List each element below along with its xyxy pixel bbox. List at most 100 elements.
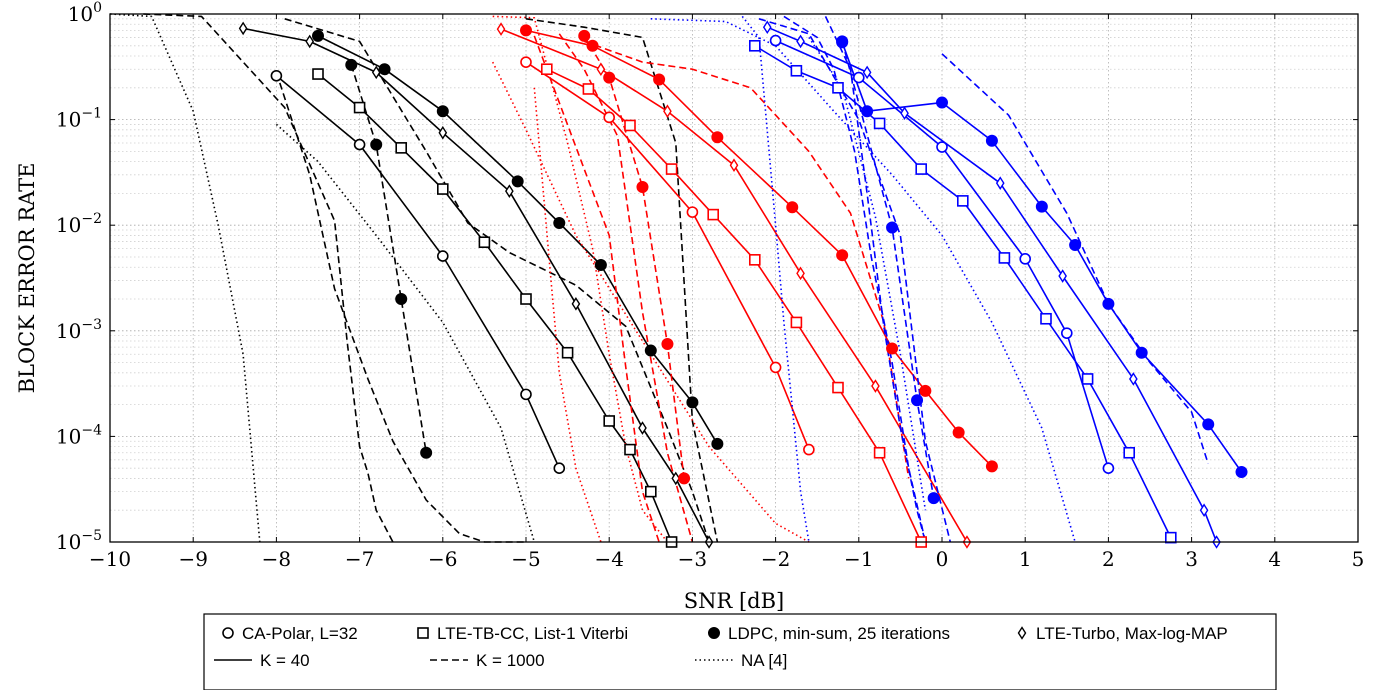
marker-diamond [238,21,248,36]
marker-square [707,208,720,221]
marker-dot [1102,297,1115,310]
marker-diamond [900,106,909,120]
series-line-13 [546,68,922,543]
marker-diamond [371,65,381,80]
marker-diamond [729,158,739,173]
marker-square [1165,531,1177,544]
x-tick-label: −3 [678,547,707,571]
marker-dot [312,29,324,42]
marker-square [873,446,886,459]
marker-dot [586,39,599,52]
marker-square [436,183,449,195]
marker-square [790,316,803,329]
marker-circle [436,250,449,262]
x-tick-label: 3 [1185,547,1198,571]
series-line-1 [275,75,561,469]
legend-item: LTE-Turbo, Max-log-MAP [1017,624,1228,643]
marker-circle [353,138,366,151]
marker-dot [1035,200,1048,213]
legend-label: LTE-Turbo, Max-log-MAP [1036,624,1228,643]
marker-square [353,101,366,114]
marker-dot [636,181,649,194]
marker-square [956,195,969,207]
marker-diamond [1017,626,1027,640]
x-tick-label: 5 [1352,547,1365,571]
series-line-31 [941,53,1209,465]
marker-diamond [438,125,448,140]
marker-circle [686,206,699,218]
y-tick-label: 100 [68,0,102,26]
marker-dot [711,437,724,450]
plot-frame [109,13,1359,543]
marker-circle [520,56,532,68]
legend-item: CA-Polar, L=32 [222,624,358,643]
x-tick-label: 0 [936,547,949,571]
legend-item: LTE-TB-CC, List-1 Viterbi [417,624,628,643]
marker-dot [653,73,666,86]
marker-square [624,119,636,132]
marker-circle [1061,327,1073,339]
marker-square [1081,373,1094,385]
marker-square [1040,312,1052,325]
marker-diamond [871,379,880,393]
marker-square [478,236,491,249]
series-line-6 [143,13,394,543]
series-line-23 [775,39,1110,469]
marker-circle [1102,462,1115,474]
legend-label: K = 1000 [476,651,545,670]
marker-square [520,293,532,305]
marker-diamond [762,20,772,34]
series-line-5 [350,64,427,453]
x-tick-label: −8 [262,547,291,571]
series-line-20 [492,15,669,543]
series-line-30 [758,18,952,543]
marker-dot [686,396,699,409]
marker-circle [553,462,566,474]
marker-dot [395,293,408,306]
marker-diamond [496,22,506,36]
marker-diamond [1129,372,1138,386]
x-tick-label: −5 [511,547,540,571]
marker-diamond [305,34,315,49]
y-tick-label: 10−2 [56,211,102,237]
legend-item: K = 1000 [430,651,545,670]
marker-dot [927,492,940,505]
marker-square [873,117,886,130]
marker-dot [985,460,998,473]
marker-dot [594,258,607,271]
series-line-17 [533,35,660,543]
y-tick-label: 10−3 [56,317,102,343]
x-tick-label: 4 [1268,547,1281,571]
marker-circle [603,111,616,124]
series-markers [238,20,1248,549]
marker-square [395,142,408,154]
y-axis-label: BLOCK ERROR RATE [15,163,39,394]
marker-dot [711,131,724,144]
legend-label: LDPC, min-sum, 25 iterations [728,624,950,643]
marker-square [582,83,595,95]
marker-dot [578,29,591,42]
marker-dot [520,24,532,37]
marker-dot [378,63,391,76]
marker-dot [678,472,691,485]
y-tick-label: 10−4 [56,422,102,448]
marker-dot [886,342,899,355]
marker-dot [786,201,799,214]
marker-square [748,39,761,52]
marker-diamond [1199,503,1209,518]
marker-dot [603,71,616,84]
x-tick-label: −4 [594,547,623,571]
legend-item: K = 40 [214,651,310,670]
legend-box [203,613,1277,690]
series-line-19 [583,40,910,479]
series-line-12 [525,61,810,450]
marker-dot [911,394,924,407]
x-axis-label: SNR [dB] [684,589,785,613]
marker-dot [553,216,566,229]
marker-square [790,64,803,77]
marker-diamond [862,65,872,80]
series-line-7 [275,72,526,543]
marker-diamond [596,62,606,77]
marker-square [998,252,1011,264]
